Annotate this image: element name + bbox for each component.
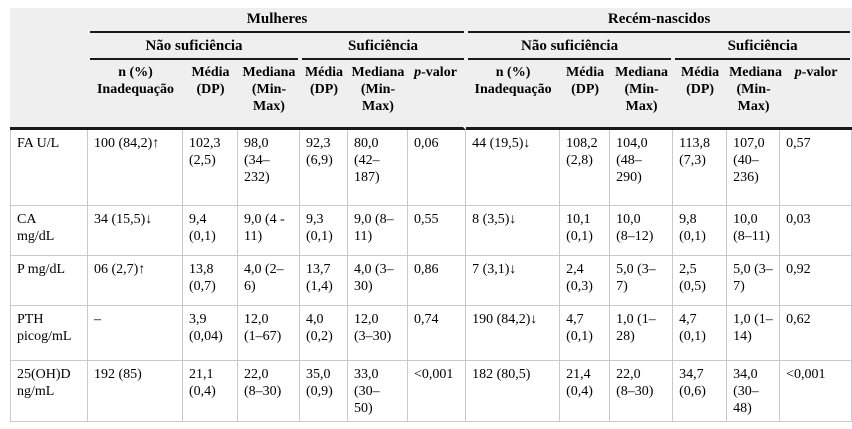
cell: 34 (15,5)↓ xyxy=(88,206,183,256)
cell: 0,57 xyxy=(780,130,852,206)
col-header: Média (DP) xyxy=(673,60,728,130)
cell: 102,3 (2,5) xyxy=(183,130,238,206)
table-row-p: P mg/dL 06 (2,7)↑ 13,8 (0,7) 4,0 (2– 6) … xyxy=(10,256,852,306)
col-header: Média (DP) xyxy=(560,60,611,130)
cell: 10,0 (8–11) xyxy=(727,206,781,256)
cell: 22,0 (8–30) xyxy=(610,361,674,422)
cell: 21,1 (0,4) xyxy=(183,361,238,422)
row-label: CA mg/dL xyxy=(10,206,88,256)
col-header: Mediana (Min- Max) xyxy=(238,60,300,130)
cell: <0,001 xyxy=(780,361,852,422)
cell: 10,0 (8–12) xyxy=(610,206,674,256)
cell: 4,0 (2– 6) xyxy=(238,256,300,306)
cell: 98,0 (34– 232) xyxy=(238,130,300,206)
column-header-row: n (%) Inadequação Média (DP) Mediana (Mi… xyxy=(10,60,852,130)
group-header-recem-nascidos: Recém-nascidos xyxy=(466,8,852,33)
cell: 113,8 (7,3) xyxy=(673,130,728,206)
cell: 100 (84,2)↑ xyxy=(88,130,183,206)
cell: 33,0 (30– 50) xyxy=(348,361,408,422)
cell: 13,8 (0,7) xyxy=(183,256,238,306)
cell: 0,06 xyxy=(408,130,467,206)
cell: 108,2 (2,8) xyxy=(560,130,611,206)
cell: 80,0 (42– 187) xyxy=(348,130,408,206)
col-header: n (%) Inadequação xyxy=(88,60,183,130)
row-label: 25(OH)D ng/mL xyxy=(10,361,88,422)
col-header: Média (DP) xyxy=(183,60,238,130)
cell: 12,0 (1–67) xyxy=(238,306,300,361)
cell: 9,8 (0,1) xyxy=(673,206,728,256)
subgroup-nao-suficiencia-rn: Não suficiência xyxy=(466,33,674,60)
group-header-mulheres: Mulheres xyxy=(88,8,467,33)
cell: 06 (2,7)↑ xyxy=(88,256,183,306)
cell: 104,0 (48– 290) xyxy=(610,130,674,206)
cell: 8 (3,5)↓ xyxy=(466,206,561,256)
col-header: Mediana (Min- Max) xyxy=(727,60,782,130)
group-header-row: Mulheres Recém-nascidos xyxy=(10,8,852,33)
cell: 35,0 (0,9) xyxy=(300,361,348,422)
cell: 9,4 (0,1) xyxy=(183,206,238,256)
cell: <0,001 xyxy=(408,361,467,422)
cell: 4,7 (0,1) xyxy=(673,306,728,361)
cell: 5,0 (3– 7) xyxy=(610,256,674,306)
col-header: n (%) Inadequação xyxy=(466,60,561,130)
col-header: Média (DP) xyxy=(300,60,348,130)
cell: 4,0 (0,2) xyxy=(300,306,348,361)
cell: 5,0 (3– 7) xyxy=(727,256,781,306)
cell: 9,0 (8– 11) xyxy=(348,206,408,256)
row-label: FA U/L xyxy=(10,130,88,206)
cell: 4,0 (3– 30) xyxy=(348,256,408,306)
cell: 1,0 (1– 14) xyxy=(727,306,781,361)
cell: 3,9 (0,04) xyxy=(183,306,238,361)
col-header-p-valor: p-valor xyxy=(408,60,467,130)
row-label: P mg/dL xyxy=(10,256,88,306)
table-row-ca: CA mg/dL 34 (15,5)↓ 9,4 (0,1) 9,0 (4 - 1… xyxy=(10,206,852,256)
cell: 7 (3,1)↓ xyxy=(466,256,561,306)
cell: 0,92 xyxy=(780,256,852,306)
cell: 2,5 (0,5) xyxy=(673,256,728,306)
table-row-25ohd: 25(OH)D ng/mL 192 (85) 21,1 (0,4) 22,0 (… xyxy=(10,361,852,422)
cell: 1,0 (1– 28) xyxy=(610,306,674,361)
table-container: Mulheres Recém-nascidos Não suficiência … xyxy=(10,8,852,422)
cell: 190 (84,2)↓ xyxy=(466,306,561,361)
results-table: Mulheres Recém-nascidos Não suficiência … xyxy=(10,8,852,422)
cell: 0,74 xyxy=(408,306,467,361)
cell: 4,7 (0,1) xyxy=(560,306,611,361)
col-header: Mediana (Min- Max) xyxy=(348,60,408,130)
cell: 2,4 (0,3) xyxy=(560,256,611,306)
subgroup-suficiencia-rn: Suficiência xyxy=(673,33,852,60)
cell: 9,0 (4 - 11) xyxy=(238,206,300,256)
cell: 107,0 (40– 236) xyxy=(727,130,781,206)
table-row-pth: PTH picog/mL – 3,9 (0,04) 12,0 (1–67) 4,… xyxy=(10,306,852,361)
cell: 192 (85) xyxy=(88,361,183,422)
table-body: FA U/L 100 (84,2)↑ 102,3 (2,5) 98,0 (34–… xyxy=(10,130,852,422)
subgroup-header-row: Não suficiência Suficiência Não suficiên… xyxy=(10,33,852,60)
cell: 12,0 (3–30) xyxy=(348,306,408,361)
cell: 22,0 (8–30) xyxy=(238,361,300,422)
cell: 182 (80,5) xyxy=(466,361,561,422)
cell: 0,86 xyxy=(408,256,467,306)
cell: 0,55 xyxy=(408,206,467,256)
col-header-p-valor: p-valor xyxy=(780,60,852,130)
col-header: Mediana (Min- Max) xyxy=(610,60,674,130)
cell: 0,62 xyxy=(780,306,852,361)
cell: – xyxy=(88,306,183,361)
cell: 44 (19,5)↓ xyxy=(466,130,561,206)
row-label: PTH picog/mL xyxy=(10,306,88,361)
corner-cell xyxy=(10,60,88,130)
cell: 21,4 (0,4) xyxy=(560,361,611,422)
cell: 13,7 (1,4) xyxy=(300,256,348,306)
cell: 34,7 (0,6) xyxy=(673,361,728,422)
table-row-fa: FA U/L 100 (84,2)↑ 102,3 (2,5) 98,0 (34–… xyxy=(10,130,852,206)
cell: 0,03 xyxy=(780,206,852,256)
subgroup-nao-suficiencia-mulheres: Não suficiência xyxy=(88,33,300,60)
subgroup-suficiencia-mulheres: Suficiência xyxy=(300,33,467,60)
corner-cell xyxy=(10,33,88,60)
cell: 34,0 (30– 48) xyxy=(727,361,781,422)
corner-cell xyxy=(10,8,88,33)
cell: 10,1 (0,1) xyxy=(560,206,611,256)
cell: 92,3 (6,9) xyxy=(300,130,348,206)
table-header: Mulheres Recém-nascidos Não suficiência … xyxy=(10,8,852,130)
cell: 9,3 (0,1) xyxy=(300,206,348,256)
